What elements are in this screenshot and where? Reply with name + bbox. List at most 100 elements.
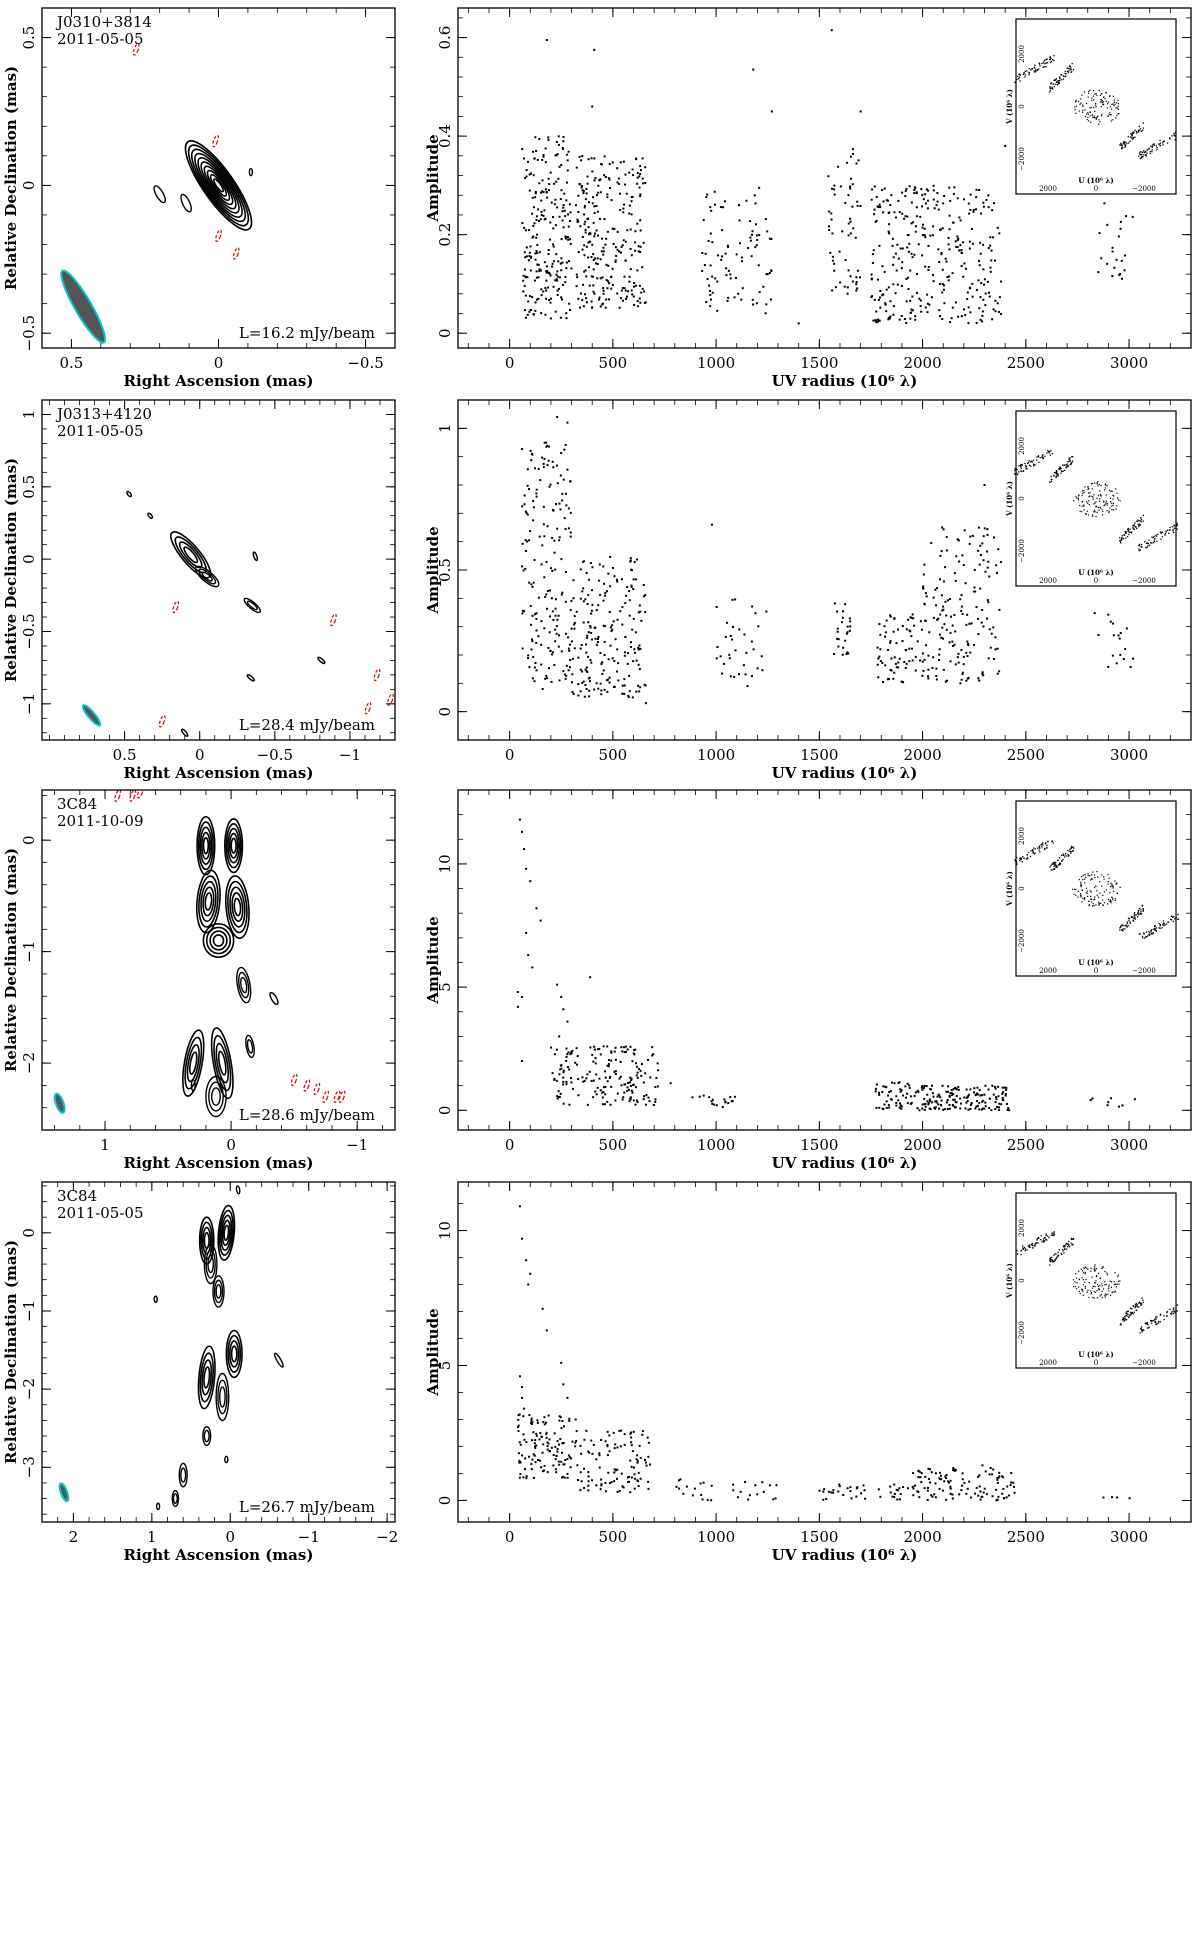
data-point	[638, 186, 641, 189]
data-point	[613, 1050, 616, 1053]
negative-contour	[172, 600, 180, 614]
data-point	[551, 536, 554, 539]
data-point	[554, 640, 557, 643]
data-point	[561, 210, 564, 213]
data-point	[724, 635, 727, 638]
uv-point	[1097, 896, 1100, 898]
data-point	[932, 280, 935, 283]
uv-frame	[457, 1181, 1192, 1523]
data-point	[949, 1479, 952, 1482]
uv-point	[1053, 79, 1055, 82]
uv-point	[1039, 456, 1041, 459]
data-point	[568, 1068, 571, 1071]
uv-point	[1020, 467, 1022, 470]
data-point	[969, 311, 972, 314]
data-point	[562, 206, 565, 209]
data-point	[591, 275, 594, 278]
data-point	[962, 663, 965, 666]
data-point	[926, 1498, 929, 1501]
data-point	[567, 1454, 570, 1457]
uv-point	[1038, 68, 1040, 70]
data-point	[634, 651, 637, 654]
uv-point	[1086, 510, 1088, 512]
data-point	[996, 1478, 999, 1481]
data-point	[550, 1046, 553, 1049]
data-point	[915, 291, 918, 294]
data-point	[953, 1469, 956, 1472]
data-point	[601, 1091, 604, 1094]
contour	[230, 1345, 238, 1363]
data-point	[632, 617, 635, 620]
data-point	[569, 1053, 572, 1056]
data-point	[523, 284, 526, 287]
data-point	[568, 649, 571, 652]
data-point	[982, 201, 985, 204]
uv-point	[1114, 103, 1116, 105]
data-point	[586, 175, 589, 178]
data-point	[934, 1482, 937, 1485]
uv-point	[1087, 514, 1090, 516]
uv-point	[1078, 1290, 1081, 1293]
data-point	[896, 243, 899, 246]
contour	[235, 1185, 241, 1195]
data-point	[730, 1100, 733, 1103]
data-point	[519, 1473, 522, 1476]
data-point	[579, 647, 582, 650]
data-point	[591, 1053, 594, 1056]
uv-point	[1122, 537, 1124, 540]
x-tick-label: 1000	[697, 354, 735, 372]
data-point	[997, 1095, 1000, 1098]
data-point	[945, 614, 948, 617]
data-point	[878, 623, 881, 626]
data-point	[917, 1090, 920, 1093]
data-point	[583, 213, 586, 216]
data-point	[896, 283, 899, 286]
uv-point	[1125, 141, 1127, 143]
data-point	[558, 536, 561, 539]
data-point	[590, 631, 593, 634]
data-point	[556, 527, 559, 530]
negative-contour	[387, 693, 394, 706]
uv-point	[1070, 847, 1072, 850]
data-point	[893, 671, 896, 674]
data-point	[534, 196, 537, 199]
contour	[202, 922, 235, 959]
data-point	[772, 1498, 775, 1501]
data-point	[521, 448, 524, 451]
data-point	[528, 666, 531, 669]
uv-point	[1140, 543, 1143, 546]
data-point	[915, 206, 918, 209]
uv-point	[1030, 460, 1033, 462]
data-point	[560, 189, 563, 192]
data-point	[1000, 1103, 1003, 1106]
data-point	[589, 1046, 592, 1049]
uv-point	[1034, 69, 1037, 71]
data-point	[636, 269, 639, 272]
data-point	[967, 642, 970, 645]
uv-point	[1085, 512, 1087, 515]
data-point	[530, 255, 533, 258]
uv-point	[1174, 918, 1176, 920]
uv-point	[1050, 864, 1052, 867]
data-point	[561, 499, 564, 502]
data-point	[965, 623, 968, 626]
uv-point	[1089, 89, 1091, 92]
data-point	[938, 653, 941, 656]
data-point	[612, 566, 615, 569]
data-point	[638, 644, 641, 647]
data-point	[568, 220, 571, 223]
map-panel: 0.5 0 −0.50.50−0.5J0310+38142011-05-05L=16…	[2, 7, 396, 390]
data-point	[614, 1443, 617, 1446]
data-point	[940, 251, 943, 254]
uv-point	[1151, 542, 1153, 544]
uv-point	[1096, 116, 1098, 118]
uv-point	[1119, 1280, 1121, 1282]
uv-point	[1096, 1283, 1099, 1286]
data-point	[927, 1467, 930, 1470]
uv-point	[1032, 459, 1035, 461]
uv-point	[1079, 510, 1081, 512]
uv-point	[1088, 905, 1090, 907]
data-point	[839, 281, 842, 284]
uv-point	[1176, 522, 1178, 524]
data-point	[537, 467, 540, 470]
